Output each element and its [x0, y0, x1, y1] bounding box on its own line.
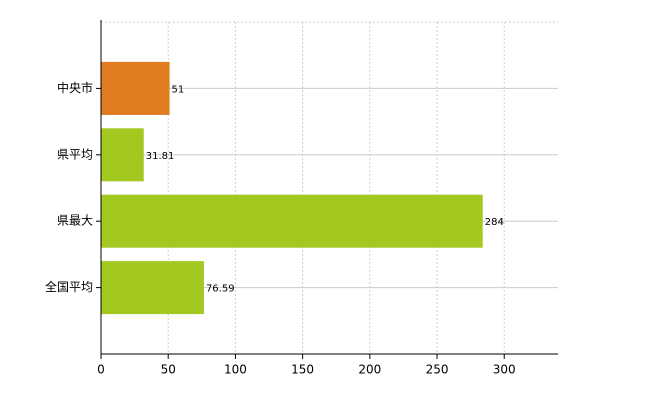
x-tick-label: 50: [161, 363, 176, 377]
value-label: 51: [172, 84, 185, 95]
bar: [101, 261, 204, 315]
x-tick-label: 0: [97, 363, 105, 377]
y-tick-label: 県最大: [57, 214, 93, 228]
x-tick-label: 300: [493, 363, 516, 377]
bar: [101, 194, 483, 248]
value-label: 284: [485, 217, 504, 228]
x-tick-label: 200: [358, 363, 381, 377]
bar: [101, 128, 144, 182]
x-tick-label: 100: [224, 363, 247, 377]
y-tick-label: 全国平均: [45, 279, 93, 294]
y-tick-label: 中央市: [57, 80, 93, 95]
value-label: 31.81: [146, 151, 175, 162]
value-label: 76.59: [206, 284, 235, 295]
x-tick-label: 250: [426, 363, 449, 377]
x-tick-label: 150: [291, 363, 314, 377]
y-tick-label: 県平均: [57, 147, 93, 161]
bar: [101, 61, 170, 115]
